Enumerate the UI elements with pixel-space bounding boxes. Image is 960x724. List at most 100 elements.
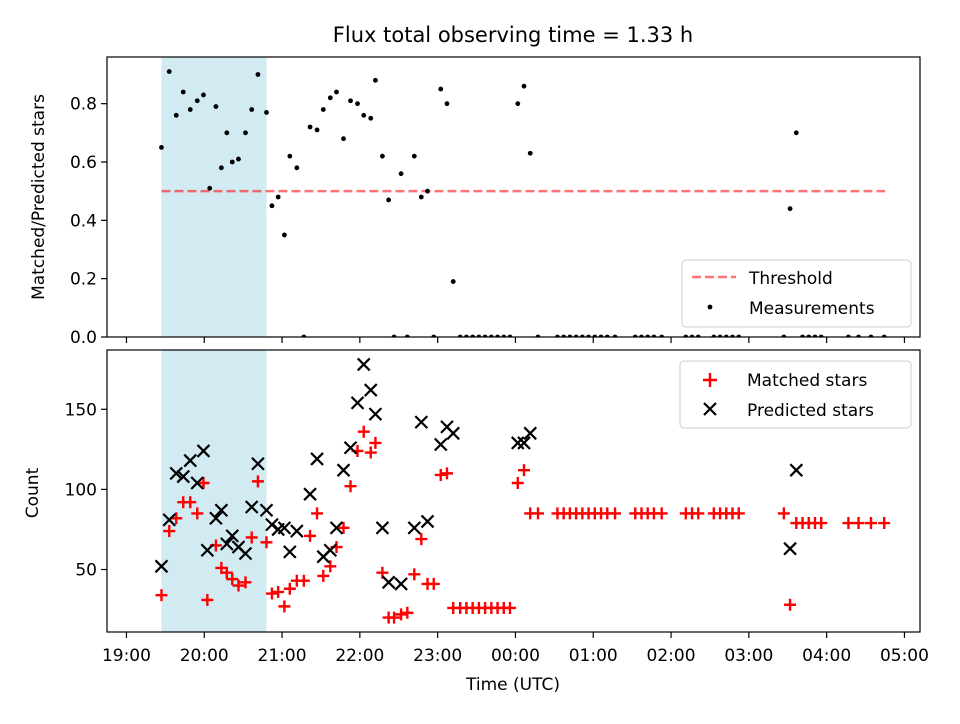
predicted-stars-point [220,537,234,551]
top-chart-title: Flux total observing time = 1.33 h [333,23,693,47]
predicted-stars-point [277,521,292,535]
matched-stars-point [163,525,176,538]
matched-stars-point [226,573,239,586]
top-y-tick-label: 0.2 [70,270,97,290]
x-tick-label: 01:00 [569,646,618,666]
measurement-point [418,194,424,200]
predicted-stars-point [329,521,344,535]
matched-stars-point [239,576,252,589]
predicted-stars-point [363,383,378,397]
predicted-stars-point [323,543,338,558]
matched-stars-point [732,507,745,520]
predicted-stars-point [381,575,396,590]
measurement-point [249,107,255,112]
measurement-point [327,95,333,101]
matched-stars-point [272,585,285,598]
measurement-point [341,136,346,142]
x-tick-label: 21:00 [258,646,307,666]
matched-stars-point [297,574,310,587]
measurement-point [255,72,261,77]
predicted-stars-point [176,469,191,484]
x-tick-label: 02:00 [647,646,696,666]
measurement-point [281,232,287,238]
matched-stars-point [317,569,330,582]
top-y-tick-label: 0.8 [70,95,97,115]
matched-stars-point [155,589,168,602]
measurement-point [194,98,200,104]
matched-stars-point [201,593,214,606]
matched-stars-point [434,468,447,481]
predicted-stars-point [517,436,531,450]
matched-stars-point [864,517,877,530]
bottom-legend-box [679,360,912,429]
measurement-point [224,130,230,136]
predicted-stars-point [350,396,365,410]
predicted-stars-point [783,541,797,556]
predicted-stars-point [407,521,422,535]
top-legend-box [681,259,912,328]
measurement-point [373,77,378,83]
predicted-stars-point [209,511,223,526]
predicted-stars-point [433,437,448,452]
matched-stars-point [369,436,382,449]
matched-stars-point [518,464,531,477]
predicted-stars-point [368,407,383,421]
predicted-stars-point [290,524,304,538]
measurement-point [320,107,326,112]
predicted-stars-point [162,513,177,527]
matched-stars-point [395,608,408,621]
matched-stars-point [304,529,317,542]
measurement-point [159,145,164,150]
measurement-point [173,112,179,118]
measurement-point [386,197,392,203]
measurement-point [229,159,235,165]
matched-stars-point [364,446,377,459]
x-tick-label: 04:00 [802,646,851,666]
bottom-legend: Matched stars Predicted stars [679,360,912,429]
x-tick-label: 00:00 [491,646,540,666]
matched-stars-point [532,507,545,520]
matched-stars-point [260,536,273,549]
measurement-point [368,115,374,121]
predicted-stars-point [394,577,408,591]
matched-stars-point [191,507,204,520]
predicted-stars-point [259,503,274,518]
matched-stars-point [357,425,370,438]
measurement-point [411,153,417,159]
predicted-stars-point [310,452,324,466]
measurement-point [201,92,206,98]
measurement-point [527,150,533,156]
measurement-point [287,153,293,159]
matched-stars-point [283,582,296,595]
top-panel: 0.0 0.2 0.4 0.6 0.8 [70,56,921,348]
measurement-point [450,279,456,284]
matched-stars-point [324,560,337,573]
measurement-point [355,101,360,107]
top-legend: Threshold Measurements [681,259,912,328]
matched-stars-point [245,531,258,544]
legend-predicted-label: Predicted stars [747,401,874,421]
measurement-point [438,86,444,92]
predicted-stars-point [196,444,211,458]
matched-stars-point [784,598,797,611]
bottom-panel: 50 100 150 19:00 20:00 21:00 22:00 23:00 00:00 01… [65,349,929,666]
bottom-y-tick-label: 100 [65,480,97,500]
matched-stars-point [232,579,245,592]
matched-stars-point [511,476,524,489]
measurement-point [444,101,450,107]
x-tick-label: 23:00 [413,646,462,666]
predicted-stars-point [511,436,525,450]
matched-stars-point [251,475,264,488]
x-tick-label: 19:00 [102,646,151,666]
predicted-stars-point [251,456,265,471]
top-y-tick-label: 0.4 [70,211,97,231]
legend-predicted-swatch [703,402,717,416]
predicted-stars-point [446,426,460,441]
matched-stars-point [609,507,622,520]
measurement-point [787,206,793,212]
bottom-y-tick-label: 150 [65,400,97,420]
top-y-axis-label: Matched/Predicted stars [29,94,49,300]
predicted-stars-point [225,529,240,543]
measurement-point [314,127,320,133]
